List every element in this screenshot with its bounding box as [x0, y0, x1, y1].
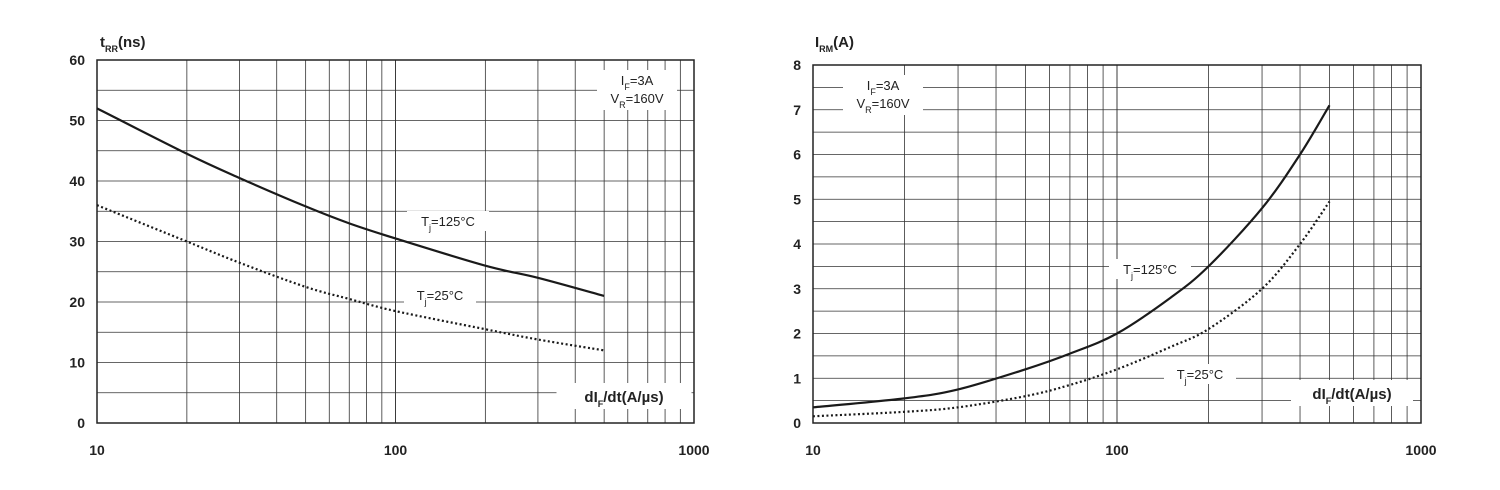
- series-line-tj-25c: [812, 200, 1331, 418]
- x-tick-label: 10: [805, 442, 821, 458]
- condition-label: IF=3A: [621, 73, 654, 92]
- series-label: Tj=125°C: [421, 214, 475, 233]
- x-tick-label: 100: [384, 442, 408, 458]
- y-tick-label: 6: [793, 147, 801, 163]
- series-label-box: [1109, 259, 1191, 279]
- y-tick-label: 20: [69, 294, 85, 310]
- series-label-box: [407, 211, 489, 231]
- y-tick-label: 7: [793, 102, 801, 118]
- plot-frame: [812, 64, 1422, 424]
- plot-frame: [96, 59, 695, 424]
- y-tick-label: 8: [793, 57, 801, 73]
- x-tick-label: 1000: [678, 442, 709, 458]
- x-axis-title: dIF/dt(A/µs): [1312, 386, 1391, 406]
- series-line-tj-125c: [96, 107, 605, 298]
- conditions-box: [597, 70, 677, 110]
- y-tick-label: 10: [69, 355, 85, 371]
- x-tick-label: 1000: [1405, 442, 1436, 458]
- series-line-tj-25c: [96, 204, 605, 352]
- y-tick-label: 50: [69, 113, 85, 129]
- condition-label: VR=160V: [856, 96, 909, 115]
- x-axis-label-box: [1291, 380, 1413, 406]
- y-tick-label: 0: [793, 415, 801, 431]
- y-tick-label: 40: [69, 173, 85, 189]
- y-tick-label: 1: [793, 370, 801, 386]
- y-tick-label: 4: [793, 236, 801, 252]
- y-tick-label: 60: [69, 52, 85, 68]
- x-tick-label: 10: [89, 442, 105, 458]
- y-axis-title: tRR(ns): [100, 34, 146, 54]
- x-tick-label: 100: [1105, 442, 1129, 458]
- series-label: Tj=125°C: [1123, 262, 1177, 281]
- series-label: Tj=25°C: [1177, 367, 1224, 386]
- y-tick-label: 3: [793, 281, 801, 297]
- series-line-tj-125c: [812, 104, 1331, 409]
- x-axis-title: dIF/dt(A/µs): [584, 389, 663, 409]
- series-label-box: [1164, 364, 1236, 384]
- y-tick-label: 2: [793, 326, 801, 342]
- y-tick-label: 30: [69, 234, 85, 250]
- y-tick-label: 5: [793, 191, 801, 207]
- y-axis-title: IRM(A): [815, 34, 854, 54]
- condition-label: VR=160V: [610, 91, 663, 110]
- series-label: Tj=25°C: [417, 288, 464, 307]
- series-label-box: [404, 285, 476, 305]
- x-axis-label-box: [556, 383, 692, 409]
- y-tick-label: 0: [77, 415, 85, 431]
- conditions-box: [843, 75, 923, 115]
- condition-label: IF=3A: [867, 78, 900, 97]
